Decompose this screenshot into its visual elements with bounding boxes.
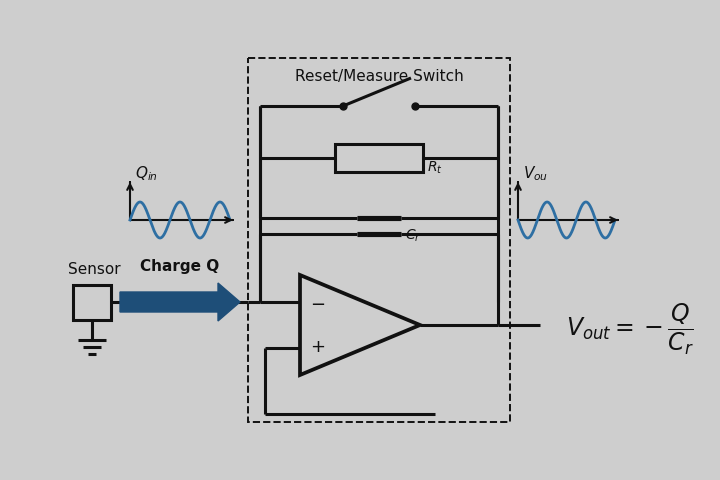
- Text: $+$: $+$: [310, 338, 325, 356]
- Text: Charge Q: Charge Q: [140, 259, 220, 274]
- Text: $R_t$: $R_t$: [427, 160, 443, 176]
- Text: Sensor: Sensor: [68, 262, 121, 276]
- Bar: [335, 144, 423, 172]
- Bar: [73, 285, 111, 320]
- FancyArrow shape: [120, 283, 240, 321]
- Text: $Q_{in}$: $Q_{in}$: [135, 164, 158, 183]
- Text: $V_{out} = -\dfrac{Q}{C_r}$: $V_{out} = -\dfrac{Q}{C_r}$: [566, 303, 694, 357]
- Text: $-$: $-$: [310, 294, 325, 312]
- Text: Reset/Measure Switch: Reset/Measure Switch: [294, 69, 464, 84]
- Bar: [248, 58, 510, 422]
- Text: $C_r$: $C_r$: [405, 228, 421, 244]
- Text: $V_{ou}$: $V_{ou}$: [523, 164, 548, 183]
